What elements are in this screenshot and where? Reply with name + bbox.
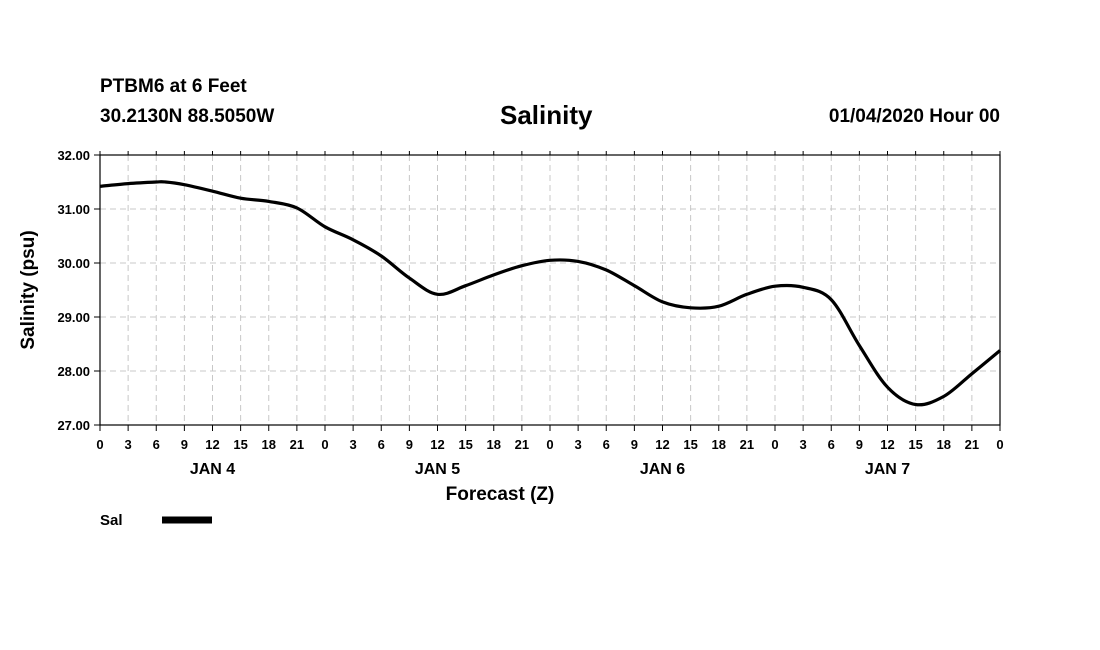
x-tick-label: 21 (515, 437, 529, 452)
series-layer (99, 180, 1002, 407)
x-tick-label: 18 (487, 437, 501, 452)
x-tick-label: 9 (181, 437, 188, 452)
day-label: JAN 4 (190, 461, 235, 478)
y-axis-ticks: 27.00 28.00 29.00 30.00 31.00 32.00 (57, 148, 100, 433)
station-name: PTBM6 at 6 Feet (100, 76, 247, 97)
x-tick-label: 9 (406, 437, 413, 452)
x-tick-label: 3 (350, 437, 357, 452)
x-tick-label: 12 (880, 437, 894, 452)
x-tick-label: 9 (631, 437, 638, 452)
x-tick-label: 12 (430, 437, 444, 452)
x-tick-label: 6 (378, 437, 385, 452)
y-tick-label: 30.00 (57, 256, 90, 271)
x-tick-label: 0 (96, 437, 103, 452)
y-tick-label: 32.00 (57, 148, 90, 163)
x-tick-label: 12 (655, 437, 669, 452)
x-tick-label: 6 (603, 437, 610, 452)
y-tick-label: 29.00 (57, 310, 90, 325)
x-tick-label: 15 (908, 437, 922, 452)
x-tick-label: 3 (125, 437, 132, 452)
x-tick-label: 15 (458, 437, 472, 452)
day-labels: JAN 4 JAN 5 JAN 6 JAN 7 (190, 461, 910, 478)
legend: Sal (100, 512, 212, 529)
x-tick-label: 21 (965, 437, 979, 452)
x-axis-ticks: 0 3 6 9 12 15 18 21 0 3 6 9 12 15 18 21 0 3 6 9 12 15 18 21 0 3 6 9… (96, 151, 1004, 452)
x-tick-label: 3 (575, 437, 582, 452)
x-tick-label: 12 (205, 437, 219, 452)
day-label: JAN 6 (640, 461, 685, 478)
day-label: JAN 5 (415, 461, 460, 478)
x-tick-label: 6 (828, 437, 835, 452)
chart-title: Salinity (500, 100, 593, 130)
x-tick-label: 15 (683, 437, 697, 452)
x-tick-label: 18 (262, 437, 276, 452)
x-tick-label: 0 (996, 437, 1003, 452)
legend-label: Sal (100, 512, 123, 529)
y-axis-label: Salinity (psu) (18, 230, 39, 349)
y-tick-label: 31.00 (57, 202, 90, 217)
x-tick-label: 18 (937, 437, 951, 452)
x-axis-label: Forecast (Z) (446, 484, 555, 505)
x-tick-label: 9 (856, 437, 863, 452)
x-tick-label: 6 (153, 437, 160, 452)
x-tick-label: 0 (546, 437, 553, 452)
x-tick-label: 0 (321, 437, 328, 452)
x-tick-label: 18 (712, 437, 726, 452)
series-line-sal (99, 180, 1002, 407)
grid-lines (100, 155, 1000, 425)
x-tick-label: 3 (800, 437, 807, 452)
day-label: JAN 7 (865, 461, 910, 478)
y-tick-label: 28.00 (57, 364, 90, 379)
station-coordinates: 30.2130N 88.5050W (100, 106, 275, 127)
y-tick-label: 27.00 (57, 418, 90, 433)
x-tick-label: 21 (290, 437, 304, 452)
x-tick-label: 21 (740, 437, 754, 452)
x-tick-label: 15 (233, 437, 247, 452)
forecast-datetime: 01/04/2020 Hour 00 (828, 106, 1000, 127)
x-tick-label: 0 (771, 437, 778, 452)
